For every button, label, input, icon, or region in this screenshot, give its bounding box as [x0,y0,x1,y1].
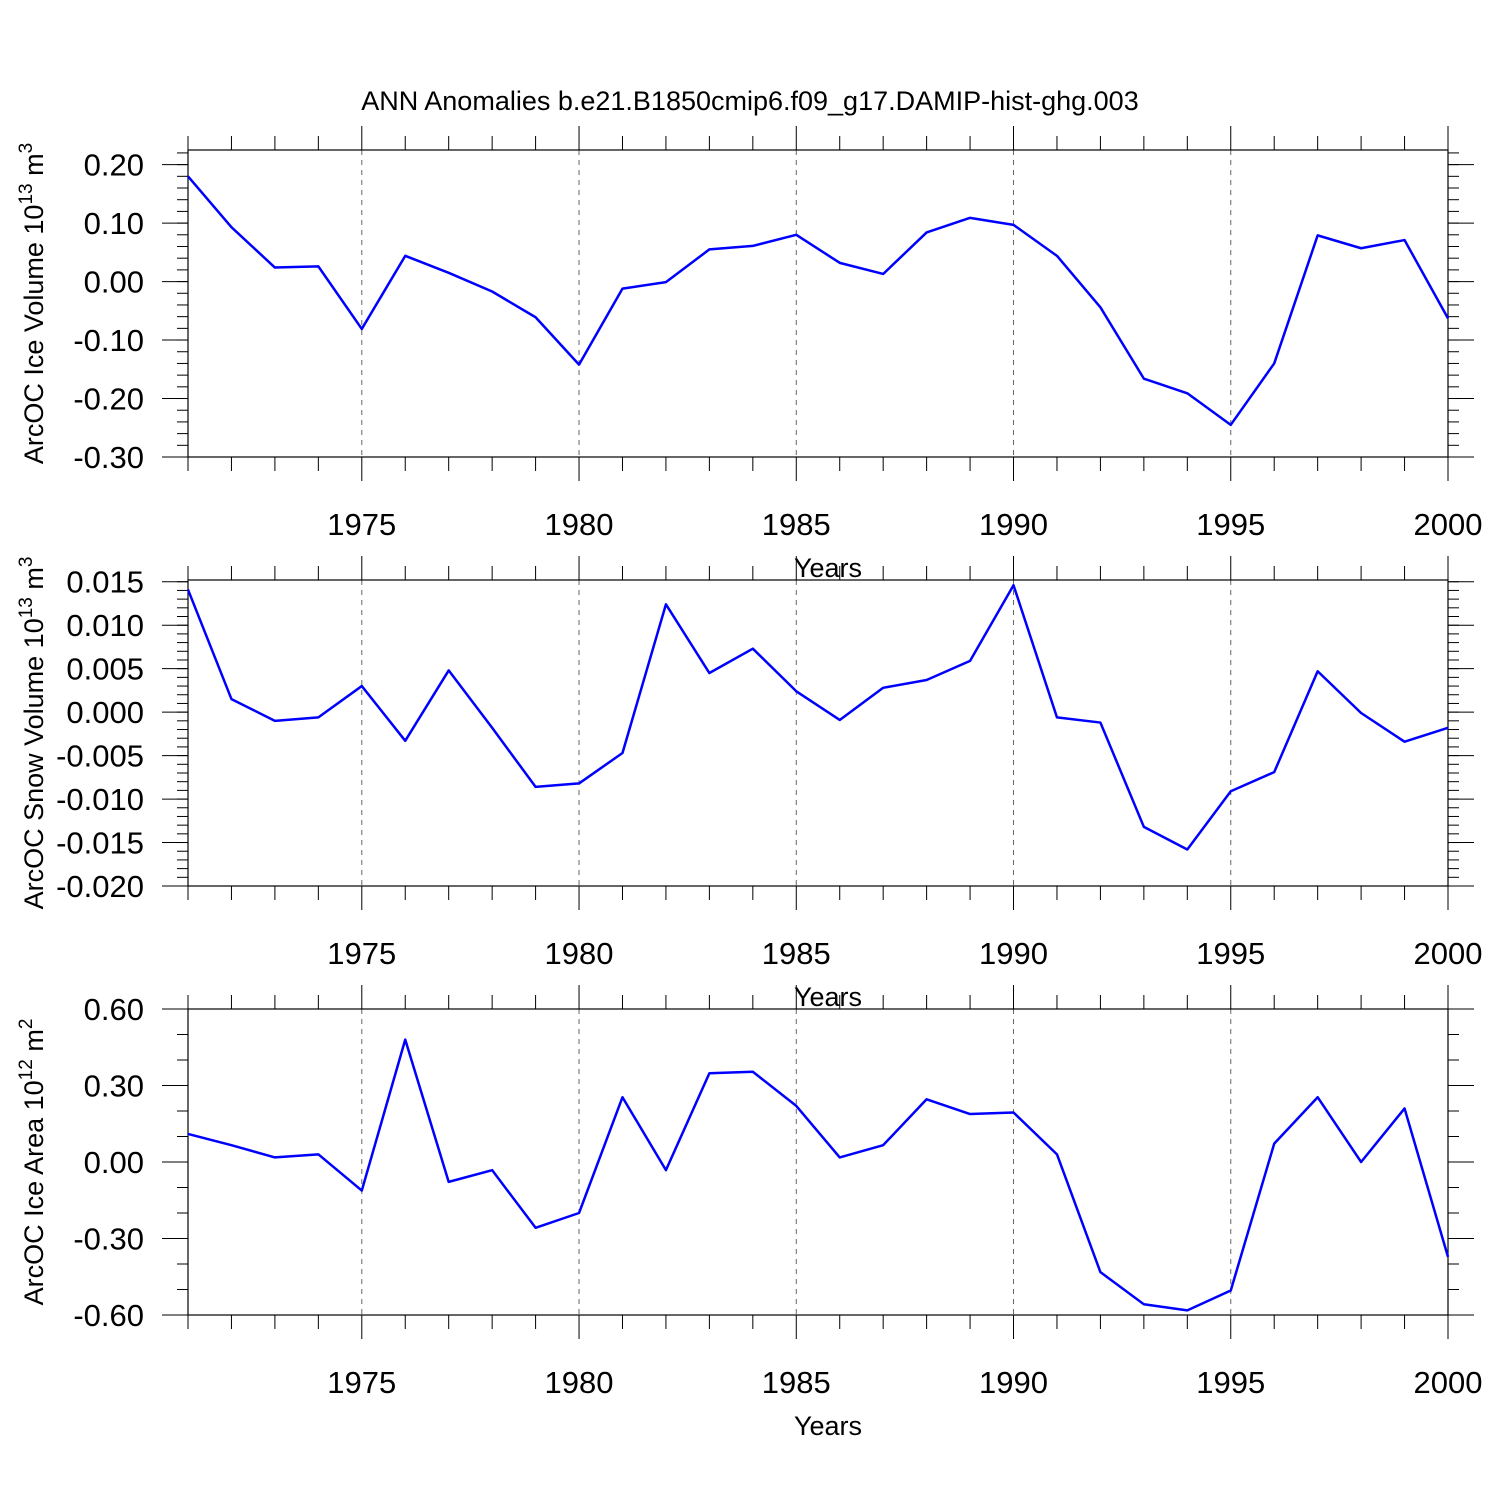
series-line [187,1038,1450,1312]
x-axis-label: Years [794,553,862,583]
x-tick-label: 2000 [1414,507,1483,542]
y-tick-label: 0.010 [66,608,144,643]
x-tick-label: 1985 [762,1365,831,1400]
x-tick-label: 1985 [762,507,831,542]
y-tick-label: 0.005 [66,652,144,687]
panel-1: 0.20 0.10 0.00 -0.10 -0.20 -0.30 1975 1980 1985 1… [16,126,1482,583]
x-tick-label: 2000 [1414,936,1483,971]
y-tick-label: -0.010 [56,782,144,817]
x-axis-label: Years [794,1411,862,1441]
x-tick-label: 1975 [327,936,396,971]
x-tick-label: 1980 [545,1365,614,1400]
y-tick-label: -0.30 [73,440,144,475]
series-line [186,583,1449,851]
panel-2: 0.015 0.010 0.005 0.000 -0.005 -0.010 -0.015 -0… [16,556,1482,1012]
series-line [187,175,1450,427]
y-tick-label: -0.20 [73,382,144,417]
panels: 0.20 0.10 0.00 -0.10 -0.20 -0.30 1975 1980 1985 1… [16,126,1482,1441]
x-tick-label: 1975 [327,507,396,542]
x-tick-label: 1990 [979,507,1048,542]
x-tick-label: 1990 [979,1365,1048,1400]
figure-title: ANN Anomalies b.e21.B1850cmip6.f09_g17.D… [361,86,1138,116]
x-tick-label: 1990 [979,936,1048,971]
plot-frame [187,1008,1449,1316]
y-tick-label: 0.30 [84,1069,144,1104]
y-tick-label: 0.10 [84,206,144,241]
x-tick-label: 1995 [1196,936,1265,971]
y-tick-label: 0.000 [66,695,144,730]
x-tick-label: 1995 [1196,507,1265,542]
y-tick-label: 0.00 [84,1145,144,1180]
y-axis-label: ArcOC Ice Volume 1013 m3 [16,143,49,464]
y-axis-label: ArcOC Ice Area 1012 m2 [16,1019,49,1306]
x-tick-label: 1985 [762,936,831,971]
y-tick-label: 0.015 [66,565,144,600]
y-tick-label: 0.60 [84,992,144,1027]
x-tick-label: 1980 [545,507,614,542]
x-tick-label: 1975 [327,1365,396,1400]
x-tick-label: 1995 [1196,1365,1265,1400]
y-axis-label: ArcOC Snow Volume 1013 m3 [16,557,49,910]
y-tick-label: -0.020 [56,869,144,904]
y-tick-label: 0.00 [84,265,144,300]
y-tick-label: -0.10 [73,323,144,358]
y-tick-label: -0.015 [56,826,144,861]
plot-frame [187,579,1449,887]
plot-frame [187,149,1449,458]
y-tick-label: 0.20 [84,148,144,183]
y-tick-label: -0.005 [56,739,144,774]
x-tick-label: 1980 [545,936,614,971]
y-tick-label: -0.60 [73,1298,144,1333]
panel-3: 0.60 0.30 0.00 -0.30 -0.60 1975 1980 1985 1990 19… [16,985,1482,1441]
x-tick-label: 2000 [1414,1365,1483,1400]
y-tick-label: -0.30 [73,1222,144,1257]
x-axis-label: Years [794,982,862,1012]
